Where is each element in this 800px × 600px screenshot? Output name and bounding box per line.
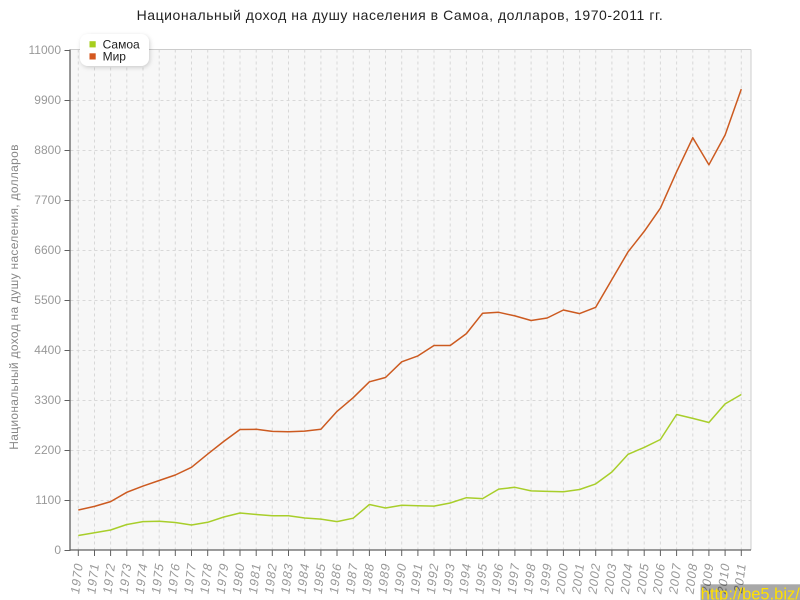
svg-text:1979: 1979 (214, 561, 231, 596)
svg-text:1980: 1980 (230, 561, 247, 596)
svg-text:http://be5.biz/: http://be5.biz/ (701, 585, 800, 600)
svg-text:1990: 1990 (392, 561, 409, 596)
svg-text:1984: 1984 (295, 561, 312, 596)
svg-text:2004: 2004 (618, 561, 635, 596)
svg-text:1989: 1989 (376, 561, 393, 596)
svg-text:1981: 1981 (246, 561, 263, 596)
svg-text:1983: 1983 (279, 561, 296, 596)
svg-text:1988: 1988 (360, 561, 377, 596)
svg-text:5500: 5500 (34, 293, 61, 307)
svg-text:4400: 4400 (34, 343, 61, 357)
svg-text:Национальный доход на душу нас: Национальный доход на душу населения, до… (7, 144, 21, 450)
svg-text:1994: 1994 (457, 561, 474, 596)
svg-text:1978: 1978 (198, 561, 215, 596)
svg-text:2001: 2001 (570, 561, 587, 596)
svg-text:1982: 1982 (263, 561, 280, 596)
svg-text:2200: 2200 (34, 443, 61, 457)
svg-text:6600: 6600 (34, 243, 61, 257)
svg-text:1970: 1970 (69, 561, 86, 596)
svg-text:2008: 2008 (683, 561, 700, 596)
svg-text:1971: 1971 (85, 561, 102, 596)
svg-text:2010: 2010 (715, 561, 732, 596)
svg-text:9900: 9900 (34, 93, 61, 107)
svg-text:1995: 1995 (473, 561, 490, 596)
svg-text:1100: 1100 (35, 493, 61, 507)
svg-text:1991: 1991 (408, 561, 425, 596)
svg-text:1972: 1972 (101, 561, 118, 596)
svg-text:Национальный доход на душу нас: Национальный доход на душу населения в С… (137, 7, 664, 23)
svg-text:11000: 11000 (29, 43, 62, 57)
svg-text:0: 0 (54, 543, 61, 557)
svg-text:1986: 1986 (327, 561, 344, 596)
svg-text:8800: 8800 (34, 143, 61, 157)
svg-text:1998: 1998 (521, 561, 538, 596)
svg-text:2007: 2007 (667, 561, 684, 596)
svg-text:1987: 1987 (343, 561, 360, 596)
svg-text:7700: 7700 (34, 193, 61, 207)
svg-text:Самоа: Самоа (103, 38, 140, 52)
svg-text:1976: 1976 (166, 561, 183, 596)
svg-text:1974: 1974 (133, 561, 150, 596)
svg-text:1996: 1996 (489, 561, 506, 596)
svg-text:3300: 3300 (34, 393, 61, 407)
svg-text:1975: 1975 (149, 561, 166, 596)
svg-text:1999: 1999 (537, 561, 554, 596)
svg-text:2000: 2000 (554, 561, 571, 596)
svg-text:2005: 2005 (635, 561, 652, 596)
svg-text:Мир: Мир (103, 50, 127, 64)
svg-text:1992: 1992 (424, 561, 441, 596)
svg-text:2011: 2011 (732, 561, 749, 595)
svg-text:1977: 1977 (182, 561, 199, 596)
svg-text:2009: 2009 (699, 561, 716, 596)
svg-text:2006: 2006 (651, 561, 668, 596)
svg-text:1985: 1985 (311, 561, 328, 596)
svg-text:1973: 1973 (117, 561, 134, 596)
svg-text:1997: 1997 (505, 561, 522, 596)
svg-text:2002: 2002 (586, 561, 603, 596)
svg-text:2003: 2003 (602, 561, 619, 596)
svg-text:1993: 1993 (440, 561, 457, 596)
